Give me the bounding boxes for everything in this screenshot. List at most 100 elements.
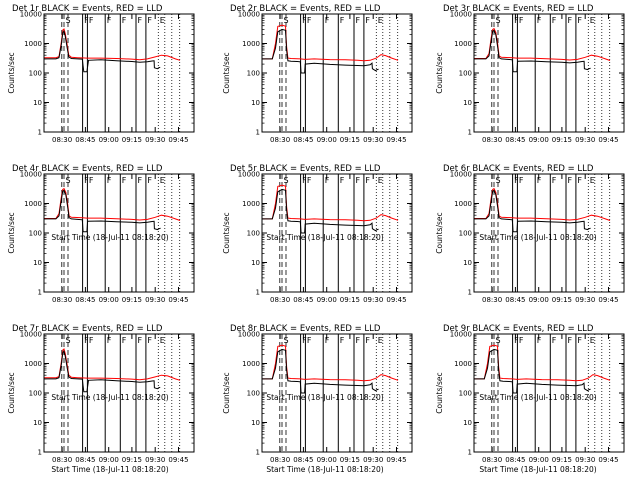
y-tick-label-5r-3: 1000 [242,200,260,208]
lld-series-2r [262,24,399,62]
flag-label-6r-9: E [590,176,595,185]
flag-label-8r-7: F [356,336,361,345]
x-tick-label-1r-2: 09:00 [99,136,119,144]
x-axis-label-det-3r: Start Time (18-Jul-11 08:18:20) [479,233,596,242]
x-tick-label-1r-0: 08:30 [52,136,72,144]
panel-title-det-3r: Det 3r BLACK = Events, RED = LLD [443,4,594,14]
events-series-3r [474,29,591,73]
y-tick-label-8r-4: 10000 [238,331,260,339]
flag-label-3r-4: F [519,16,524,25]
panel-det-7r: Det 7r BLACK = Events, RED = LLD Start T… [7,324,195,474]
flag-label-1r-5: F [107,16,112,25]
y-tick-label-6r-1: 10 [463,259,472,267]
y-tick-label-9r-3: 1000 [454,360,472,368]
flag-label-7r-3: F [84,336,89,345]
x-tick-label-4r-0: 08:30 [52,296,72,304]
flag-label-6r-6: F [552,176,557,185]
flag-label-4r-8: F [147,176,152,185]
x-tick-label-9r-4: 09:30 [575,456,595,464]
panel-det-3r: Det 3r BLACK = Events, RED = LLD Start T… [435,4,625,242]
flag-label-9r-7: F [568,336,573,345]
panel-title-det-1r: Det 1r BLACK = Events, RED = LLD [12,4,163,14]
x-axis-label-det-2r: Start Time (18-Jul-11 08:18:20) [266,233,383,242]
y-axis-label-det-6r: Counts/sec [435,212,444,253]
flag-label-3r-8: F [577,16,582,25]
flag-label-5r-3: F [302,176,307,185]
panel-title-det-8r: Det 8r BLACK = Events, RED = LLD [230,324,381,334]
flag-label-5r-7: F [356,176,361,185]
flag-label-9r-5: F [537,336,542,345]
x-axis-label-det-8r: Start Time (18-Jul-11 08:18:20) [266,465,383,474]
events-series-8r [262,348,379,394]
y-tick-label-8r-2: 100 [247,390,260,398]
y-axis-label-det-2r: Counts/sec [222,52,231,93]
x-tick-label-5r-1: 08:45 [293,296,313,304]
y-tick-label-2r-3: 1000 [242,40,260,48]
y-tick-label-6r-2: 100 [459,230,472,238]
y-tick-label-2r-1: 10 [251,99,260,107]
panel-det-1r: Det 1r BLACK = Events, RED = LLD Start T… [7,4,195,242]
y-tick-label-9r-4: 10000 [450,331,472,339]
panel-title-det-7r: Det 7r BLACK = Events, RED = LLD [12,324,163,334]
y-tick-label-1r-2: 100 [29,70,42,78]
flag-label-3r-3: F [514,16,519,25]
x-axis-label-det-4r: Start Time (18-Jul-11 08:18:20) [51,393,168,402]
flag-label-6r-3: F [514,176,519,185]
x-tick-label-1r-4: 09:30 [145,136,165,144]
x-tick-label-4r-2: 09:00 [99,296,119,304]
flag-label-5r-6: F [340,176,345,185]
x-tick-label-8r-5: 09:45 [386,456,406,464]
x-tick-label-1r-5: 09:45 [168,136,188,144]
x-tick-label-7r-3: 09:15 [122,456,142,464]
flag-label-4r-3: F [84,176,89,185]
y-tick-label-7r-2: 100 [29,390,42,398]
flag-label-5r-9: E [378,176,383,185]
panel-det-9r: Det 9r BLACK = Events, RED = LLD Start T… [435,324,625,474]
x-tick-label-9r-3: 09:15 [552,456,572,464]
x-tick-label-4r-4: 09:30 [145,296,165,304]
y-tick-label-3r-4: 10000 [450,11,472,19]
y-tick-label-7r-0: 1 [38,449,42,457]
x-tick-label-5r-3: 09:15 [340,296,360,304]
flag-label-2r-8: F [365,16,370,25]
flag-label-6r-4: F [519,176,524,185]
flag-label-5r-4: F [307,176,312,185]
events-series-7r [44,350,161,393]
x-tick-label-4r-1: 08:45 [75,296,95,304]
flag-label-5r-8: F [365,176,370,185]
y-tick-label-8r-3: 1000 [242,360,260,368]
x-tick-label-3r-0: 08:30 [482,136,502,144]
x-tick-label-9r-0: 08:30 [482,456,502,464]
flag-label-4r-4: F [89,176,94,185]
events-series-2r [262,28,379,74]
flag-label-8r-5: F [325,336,330,345]
x-tick-label-3r-5: 09:45 [598,136,618,144]
y-tick-label-3r-0: 1 [468,129,472,137]
x-tick-label-4r-5: 09:45 [168,296,188,304]
y-tick-label-7r-1: 10 [33,419,42,427]
flag-label-2r-9: E [378,16,383,25]
x-tick-label-2r-3: 09:15 [340,136,360,144]
y-axis-label-det-4r: Counts/sec [7,212,16,253]
flag-label-6r-0: S [496,176,501,185]
y-tick-label-4r-2: 100 [29,230,42,238]
flag-label-2r-6: F [340,16,345,25]
x-tick-label-6r-1: 08:45 [505,296,525,304]
x-tick-label-2r-2: 09:00 [317,136,337,144]
x-tick-label-9r-5: 09:45 [598,456,618,464]
x-tick-label-2r-0: 08:30 [270,136,290,144]
events-series-1r [44,30,161,73]
x-tick-label-1r-1: 08:45 [75,136,95,144]
y-tick-label-1r-0: 1 [38,129,42,137]
flag-label-4r-7: F [138,176,143,185]
x-tick-label-7r-1: 08:45 [75,456,95,464]
lld-series-5r [262,184,399,222]
x-tick-label-5r-0: 08:30 [270,296,290,304]
x-tick-label-3r-2: 09:00 [529,136,549,144]
flag-label-3r-0: S [496,16,501,25]
y-axis-label-det-3r: Counts/sec [435,52,444,93]
y-axis-label-det-9r: Counts/sec [435,372,444,413]
flag-label-7r-8: F [147,336,152,345]
y-tick-label-7r-3: 1000 [24,360,42,368]
